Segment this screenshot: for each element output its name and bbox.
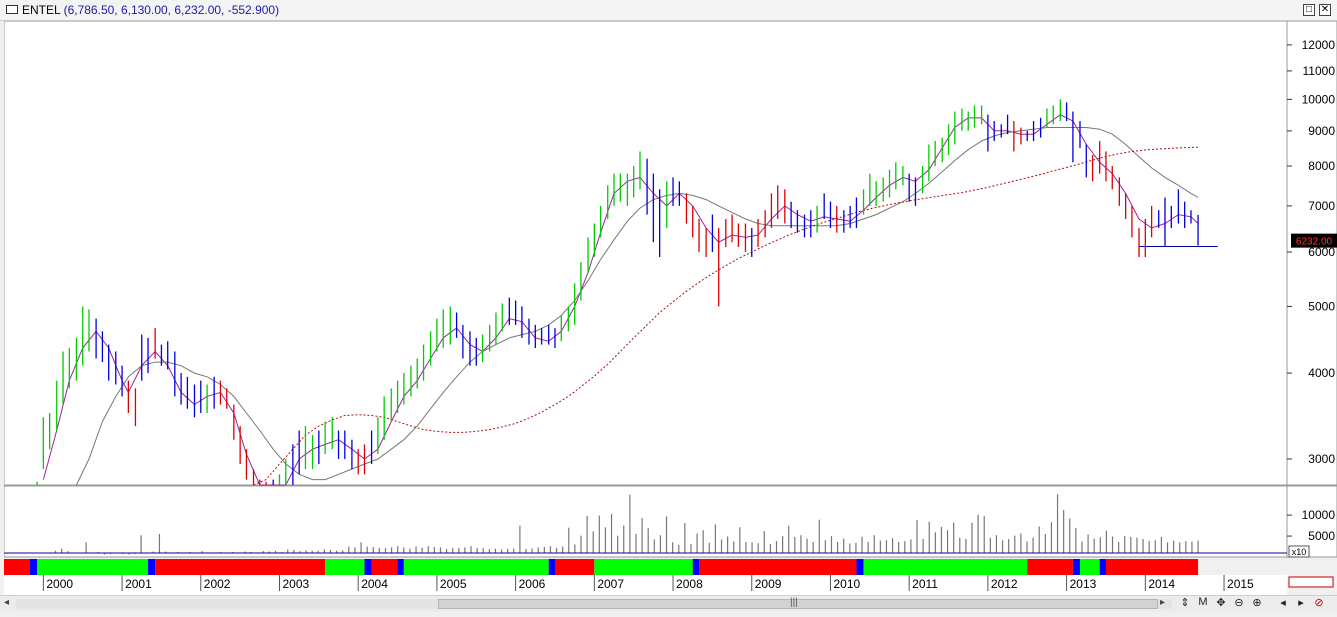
- fit-vertical-icon[interactable]: ⇕: [1180, 597, 1190, 609]
- scroll-grip-icon: |||: [790, 597, 798, 608]
- horizontal-scrollbar[interactable]: ◂ ||| ▸ ⇕ M ✥ ⊖ ⊕ ◂ ▸ ⊘: [0, 595, 1337, 612]
- zoom-in-icon[interactable]: ⊕: [1252, 597, 1262, 609]
- symbol-name: ENTEL: [22, 3, 61, 17]
- chart-area[interactable]: 3000 4000 5000 6000 7000 8000 9000 10000 11000 12…: [4, 21, 1337, 597]
- x-tick-label: 2004: [361, 577, 388, 591]
- regime-segment: [364, 559, 372, 575]
- y-tick-label: 11000: [1303, 64, 1336, 78]
- x-tick-label: 2008: [676, 577, 703, 591]
- volume-axis-panel: [1286, 485, 1337, 558]
- x-tick-label: 2001: [125, 577, 152, 591]
- x-tick-label: 2010: [833, 577, 860, 591]
- scroll-left-arrow-icon[interactable]: ◂: [4, 597, 10, 608]
- x-tick-label: 2005: [440, 577, 467, 591]
- regime-segment: [1072, 559, 1080, 575]
- ma-line-2: [253, 146, 1199, 486]
- regime-segment: [155, 559, 326, 575]
- regime-segment: [29, 559, 38, 575]
- price-bars: [36, 99, 1199, 485]
- scroll-thumb[interactable]: [438, 599, 1158, 609]
- regime-segment: [594, 559, 693, 575]
- y-tick-label: 3000: [1308, 452, 1335, 466]
- regime-segment: [37, 559, 149, 575]
- x-axis: 2000 2001 2002 2003 2004 2005 2006 2007 2008 2009…: [4, 575, 1334, 595]
- regime-segment: [1079, 559, 1100, 575]
- last-price-label: 6232.00: [1296, 237, 1333, 248]
- y-tick-label: 10000: [1302, 92, 1336, 106]
- close-button[interactable]: ✕: [1319, 4, 1331, 16]
- x-tick-label: 2009: [755, 577, 782, 591]
- volume-scale-box: [1288, 545, 1310, 558]
- regime-segment: [4, 559, 30, 575]
- x-tick-label: 2007: [597, 577, 624, 591]
- y-tick-label: 5000: [1308, 299, 1335, 313]
- scroll-right-arrow-icon[interactable]: ▸: [1160, 597, 1166, 608]
- x-tick-label: 2000: [46, 577, 73, 591]
- x-axis-background: [4, 575, 1287, 595]
- regime-band: [4, 559, 1199, 575]
- regime-segment: [856, 559, 864, 575]
- mode-m-icon[interactable]: M: [1198, 596, 1208, 608]
- regime-segment: [403, 559, 549, 575]
- price-axis-panel: [1286, 21, 1337, 486]
- window-titlebar: ENTEL (6,786.50, 6,130.00, 6,232.00, -55…: [0, 0, 1337, 21]
- x-tick-label: 2014: [1148, 577, 1175, 591]
- y-tick-label: 9000: [1308, 124, 1335, 138]
- regime-segment: [397, 559, 404, 575]
- cancel-icon[interactable]: ⊘: [1314, 597, 1324, 609]
- x-tick-label: 2003: [282, 577, 309, 591]
- regime-segment: [692, 559, 700, 575]
- price-chart-svg[interactable]: 3000 4000 5000 6000 7000 8000 9000 10000 11000 12…: [4, 21, 1337, 597]
- regime-segment: [148, 559, 156, 575]
- step-forward-icon[interactable]: ▸: [1298, 597, 1304, 609]
- window-icon[interactable]: [6, 5, 18, 14]
- regime-segment: [325, 559, 365, 575]
- x-tick-label: 2013: [1070, 577, 1097, 591]
- volume-bars: [4, 494, 1287, 555]
- y-tick-label: 4000: [1308, 366, 1335, 380]
- price-y-axis: 3000 4000 5000 6000 7000 8000 9000 10000 11000 12…: [1287, 38, 1337, 466]
- regime-segment: [863, 559, 1028, 575]
- zoom-out-icon[interactable]: ⊖: [1234, 597, 1244, 609]
- x-axis-corner-box: [1288, 576, 1334, 588]
- x-tick-label: 2006: [519, 577, 546, 591]
- y-tick-label: 12000: [1302, 38, 1336, 52]
- regime-segment: [1027, 559, 1073, 575]
- regime-segment: [371, 559, 398, 575]
- ohlc-readout: (6,786.50, 6,130.00, 6,232.00, -552.900): [63, 3, 280, 17]
- regime-segment: [554, 559, 595, 575]
- x-tick-label: 2002: [204, 577, 231, 591]
- regime-segment: [1105, 559, 1199, 575]
- regime-segment: [548, 559, 555, 575]
- step-back-icon[interactable]: ◂: [1280, 597, 1286, 609]
- y-tick-label: 8000: [1308, 159, 1335, 173]
- pan-icon[interactable]: ✥: [1216, 597, 1226, 609]
- volume-y-tick-label: 10000: [1302, 508, 1336, 522]
- volume-panel: [4, 485, 1288, 558]
- y-tick-label: 6000: [1308, 245, 1335, 259]
- y-tick-label: 7000: [1308, 199, 1335, 213]
- regime-segment: [699, 559, 857, 575]
- x-tick-label: 2011: [912, 577, 938, 591]
- x-tick-label: 2015: [1227, 577, 1254, 591]
- price-panel: [4, 21, 1288, 486]
- volume-y-tick-label: 5000: [1308, 529, 1335, 543]
- ma-line-1: [75, 127, 1199, 486]
- regime-segment: [1099, 559, 1106, 575]
- x-tick-label: 2012: [991, 577, 1018, 591]
- restore-button[interactable]: □: [1303, 4, 1315, 16]
- last-price-box: [1291, 233, 1337, 248]
- window-title: ENTEL (6,786.50, 6,130.00, 6,232.00, -55…: [22, 3, 279, 17]
- volume-scale-label: x10: [1292, 547, 1307, 557]
